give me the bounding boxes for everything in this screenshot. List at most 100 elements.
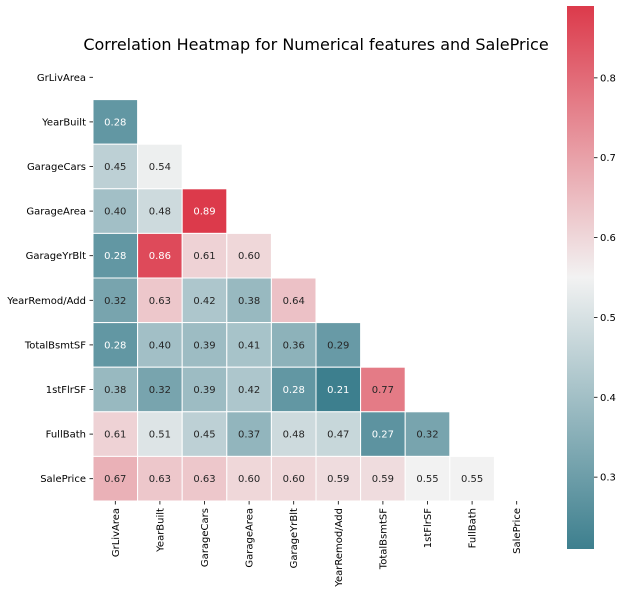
cell-value-label: 0.42 xyxy=(238,385,260,396)
heatmap-cell xyxy=(181,411,228,457)
cell-value-label: 0.60 xyxy=(238,474,260,485)
y-tick-label: GrLivArea xyxy=(37,73,86,84)
cell-value-label: 0.21 xyxy=(327,385,349,396)
cell-value-label: 0.36 xyxy=(283,340,305,351)
heatmap-cell xyxy=(226,322,272,368)
colorbar-gradient xyxy=(567,6,594,549)
colorbar-tick-label: 0.6 xyxy=(600,233,616,244)
heatmap-cell xyxy=(92,99,139,145)
cell-value-label: 0.45 xyxy=(193,430,215,441)
cell-value-label: 0.38 xyxy=(238,296,260,307)
cell-value-label: 0.40 xyxy=(149,340,171,351)
cell-value-label: 0.60 xyxy=(238,251,260,262)
cell-value-label: 0.63 xyxy=(149,474,171,485)
heatmap-cell xyxy=(226,455,272,502)
x-tick-label: GrLivArea xyxy=(111,508,122,557)
cell-value-label: 0.32 xyxy=(416,430,438,441)
heatmap-cell xyxy=(360,366,406,413)
cell-value-label: 0.47 xyxy=(327,430,349,441)
heatmap-cell xyxy=(92,143,139,190)
colorbar-tick-label: 0.5 xyxy=(600,313,616,324)
y-axis: GrLivArea YearBuilt GarageCars GarageArea Ga… xyxy=(6,73,93,485)
heatmap-cell xyxy=(360,455,406,502)
x-tick-label: GarageCars xyxy=(200,508,211,567)
cell-value-label: 0.28 xyxy=(104,251,126,262)
heatmap-cell xyxy=(226,277,272,324)
colorbar-tick-label: 0.7 xyxy=(600,153,616,164)
heatmap-cell xyxy=(315,322,362,368)
heatmap-cell xyxy=(181,322,228,368)
heatmap-cell xyxy=(181,188,228,234)
cell-value-label: 0.55 xyxy=(461,474,483,485)
heatmap-cell xyxy=(315,366,362,413)
cell-value-label: 0.38 xyxy=(104,385,126,396)
cell-value-label: 0.28 xyxy=(104,117,126,128)
y-tick-label: SalePrice xyxy=(40,474,86,485)
cell-value-label: 0.41 xyxy=(238,340,260,351)
cell-value-label: 0.59 xyxy=(372,474,394,485)
x-tick-label: TotalBsmtSF xyxy=(378,508,389,570)
heatmap-cell xyxy=(137,366,183,413)
x-tick-label: YearRemod/Add xyxy=(334,508,345,588)
y-tick-label: 1stFlrSF xyxy=(46,385,86,396)
x-tick-label: FullBath xyxy=(468,508,479,548)
cell-value-label: 0.42 xyxy=(193,296,215,307)
cell-value-label: 0.64 xyxy=(283,296,305,307)
chart-title: Correlation Heatmap for Numerical featur… xyxy=(83,35,548,54)
y-tick-label: FullBath xyxy=(46,430,86,441)
heatmap-cell xyxy=(137,277,183,324)
x-tick-label: YearBuilt xyxy=(155,508,166,553)
cell-value-label: 0.60 xyxy=(283,474,305,485)
cell-value-label: 0.63 xyxy=(193,474,215,485)
cell-value-label: 0.28 xyxy=(283,385,305,396)
heatmap-cell xyxy=(92,411,139,457)
y-tick-label: TotalBsmtSF xyxy=(24,340,86,351)
heatmap-cell xyxy=(92,455,139,502)
y-tick-label: GarageArea xyxy=(26,207,86,218)
colorbar-tick-label: 0.8 xyxy=(600,73,616,84)
cell-value-label: 0.45 xyxy=(104,162,126,173)
x-tick-label: 1stFlrSF xyxy=(423,508,434,548)
cell-value-label: 0.61 xyxy=(104,430,126,441)
x-tick-label: GarageArea xyxy=(245,508,256,568)
x-tick-label: GarageYrBlt xyxy=(289,508,300,568)
cell-value-label: 0.39 xyxy=(193,385,215,396)
cell-value-label: 0.32 xyxy=(104,296,126,307)
y-tick-label: GarageYrBlt xyxy=(26,251,86,262)
cell-value-label: 0.28 xyxy=(104,340,126,351)
cell-value-label: 0.48 xyxy=(149,207,171,218)
cell-value-label: 0.63 xyxy=(149,296,171,307)
cell-value-label: 0.86 xyxy=(149,251,171,262)
cell-value-label: 0.27 xyxy=(372,430,394,441)
cell-value-label: 0.51 xyxy=(149,430,171,441)
heatmap-cell xyxy=(270,322,317,368)
cell-value-label: 0.37 xyxy=(238,430,260,441)
cell-value-label: 0.77 xyxy=(372,385,394,396)
heatmap-cell xyxy=(315,455,362,502)
heatmap-cell xyxy=(226,232,272,279)
cell-value-label: 0.67 xyxy=(104,474,126,485)
cell-value-label: 0.48 xyxy=(283,430,305,441)
colorbar-tick-label: 0.4 xyxy=(600,393,616,404)
heatmap-cell xyxy=(404,411,451,457)
heatmap-cell xyxy=(137,322,183,368)
cell-value-label: 0.40 xyxy=(104,207,126,218)
cell-value-label: 0.61 xyxy=(193,251,215,262)
colorbar: 0.3 0.4 0.5 0.6 0.7 0.8 xyxy=(567,6,616,549)
cell-value-label: 0.54 xyxy=(149,162,171,173)
cell-value-label: 0.32 xyxy=(149,385,171,396)
y-tick-label: YearBuilt xyxy=(41,117,86,128)
cell-value-label: 0.29 xyxy=(327,340,349,351)
heatmap-cell xyxy=(181,455,228,502)
cells-layer: 0.28 0.45 0.54 0.40 0.48 0.89 0.28 0.86 0.61 0.60… xyxy=(92,99,495,502)
colorbar-tick-label: 0.3 xyxy=(600,473,616,484)
x-axis: GrLivArea YearBuilt GarageCars GarageArea Ga… xyxy=(111,501,523,588)
cell-value-label: 0.59 xyxy=(327,474,349,485)
cell-value-label: 0.55 xyxy=(416,474,438,485)
y-tick-label: YearRemod/Add xyxy=(6,296,86,307)
y-tick-label: GarageCars xyxy=(27,162,86,173)
heatmap-cell xyxy=(137,232,183,279)
x-tick-label: SalePrice xyxy=(512,508,523,554)
